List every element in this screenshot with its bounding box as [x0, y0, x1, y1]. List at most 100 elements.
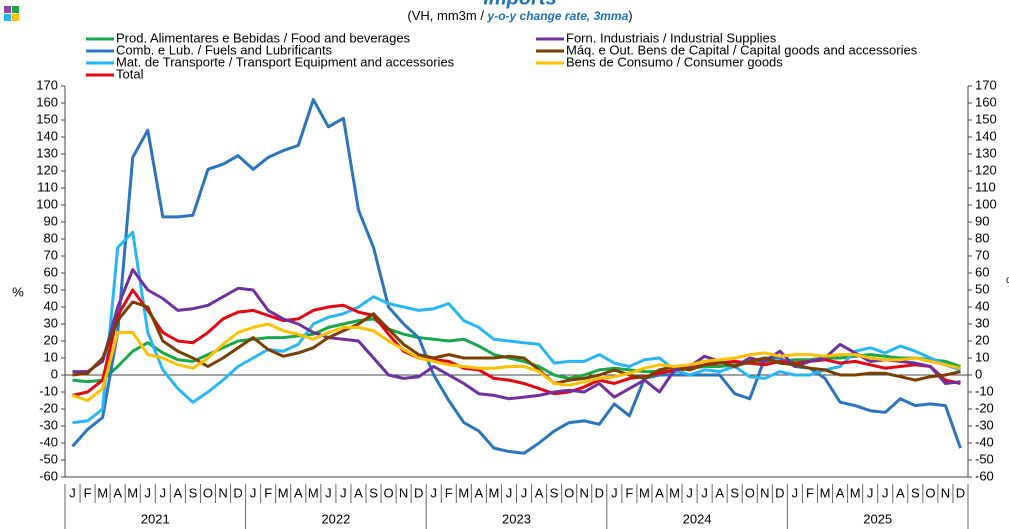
y2-tick-label: 90: [975, 213, 989, 228]
x-tick-label: J: [882, 485, 889, 500]
legend-label: Forn. Industriais / Industrial Supplies: [566, 30, 777, 45]
x-tick-label: A: [354, 485, 363, 500]
x-tick-label: M: [308, 485, 319, 500]
legend-label: Mat. de Transporte / Transport Equipment…: [116, 54, 455, 69]
year-label: 2022: [321, 511, 350, 526]
x-tick-label: J: [250, 485, 257, 500]
y2-tick-label: -10: [975, 383, 994, 398]
x-tick-label: M: [458, 485, 469, 500]
x-tick-label: F: [625, 485, 633, 500]
x-tick-label: F: [264, 485, 272, 500]
legend-label: Total: [116, 66, 144, 81]
y-tick-label: 100: [36, 196, 58, 211]
subtitle-part: (VH, mm3m /: [407, 8, 487, 23]
y2-tick-label: 20: [975, 332, 989, 347]
x-tick-label: D: [775, 485, 784, 500]
x-tick-label: N: [218, 485, 227, 500]
y-tick-label: 10: [44, 349, 58, 364]
y-tick-label: -60: [39, 468, 58, 483]
y-tick-label: 30: [44, 315, 58, 330]
y-tick-label: 40: [44, 298, 58, 313]
y2-tick-label: 120: [975, 162, 997, 177]
x-tick-label: O: [564, 485, 574, 500]
x-tick-label: M: [278, 485, 289, 500]
series-line: [72, 268, 961, 401]
x-tick-label: J: [160, 485, 167, 500]
y-tick-label: 110: [37, 179, 58, 194]
x-tick-label: A: [174, 485, 183, 500]
y-tick-label: 0: [51, 366, 58, 381]
y2-tick-label: 130: [975, 145, 997, 160]
x-tick-label: M: [127, 485, 138, 500]
logo: [4, 6, 19, 21]
x-tick-label: A: [715, 485, 724, 500]
x-tick-label: J: [701, 485, 708, 500]
x-tick-label: J: [521, 485, 528, 500]
y-tick-label: -10: [39, 383, 58, 398]
year-label: 2023: [502, 511, 531, 526]
x-tick-label: M: [97, 485, 108, 500]
x-tick-label: J: [611, 485, 618, 500]
x-tick-label: N: [941, 485, 950, 500]
y2-tick-label: -50: [975, 451, 994, 466]
y-tick-label: 120: [36, 162, 58, 177]
y2-tick-label: 80: [975, 230, 989, 245]
y2-tick-label: -30: [975, 417, 994, 432]
x-tick-label: A: [535, 485, 544, 500]
series-line: [72, 317, 961, 384]
year-label: 2024: [683, 511, 712, 526]
x-tick-label: D: [595, 485, 604, 500]
y2-tick-label: 160: [975, 94, 997, 109]
y-tick-label: 90: [44, 213, 58, 228]
y2-tick-label: 170: [975, 77, 997, 92]
y2-tick-label: 50: [975, 281, 989, 296]
y-tick-label: 70: [44, 247, 58, 262]
series-line: [72, 300, 961, 385]
y-tick-label: -30: [39, 417, 58, 432]
x-tick-label: S: [189, 485, 198, 500]
year-label: 2021: [141, 511, 170, 526]
y-tick-label: 50: [44, 281, 58, 296]
y-tick-label: 140: [36, 128, 58, 143]
y-tick-label: 60: [44, 264, 58, 279]
legend-label: Prod. Alimentares e Bebidas / Food and b…: [116, 30, 411, 45]
x-tick-label: J: [506, 485, 513, 500]
y2-tick-label: 70: [975, 247, 989, 262]
y2-tick-label: 110: [975, 179, 996, 194]
x-tick-label: S: [550, 485, 559, 500]
x-tick-label: J: [867, 485, 874, 500]
x-tick-label: N: [399, 485, 408, 500]
y-tick-label: 160: [36, 94, 58, 109]
y-tick-label: 150: [36, 111, 58, 126]
chart-title: Imports: [483, 0, 556, 9]
chart-subtitle: (VH, mm3m / y-o-y change rate, 3mma): [407, 8, 632, 23]
y2-tick-label: 100: [975, 196, 997, 211]
x-tick-label: A: [655, 485, 664, 500]
series-line: [71, 98, 962, 455]
y2-tick-label: 40: [975, 298, 989, 313]
y2-tick-label: 150: [975, 111, 997, 126]
x-tick-label: M: [820, 485, 831, 500]
y-tick-label: 80: [44, 230, 58, 245]
x-tick-label: J: [325, 485, 332, 500]
x-tick-label: J: [69, 485, 76, 500]
x-tick-label: A: [475, 485, 484, 500]
x-tick-label: S: [369, 485, 378, 500]
y-tick-label: 20: [44, 332, 58, 347]
series-line: [72, 322, 961, 402]
x-tick-label: M: [639, 485, 650, 500]
x-tick-label: A: [896, 485, 905, 500]
y2-tick-label: 30: [975, 315, 989, 330]
y2-tick-label: -60: [975, 468, 994, 483]
x-tick-label: M: [489, 485, 500, 500]
x-tick-label: S: [730, 485, 739, 500]
subtitle-part: ): [628, 8, 632, 23]
x-tick-label: N: [760, 485, 769, 500]
x-tick-label: M: [669, 485, 680, 500]
x-tick-label: D: [414, 485, 423, 500]
x-tick-label: A: [836, 485, 845, 500]
y2-tick-label: 10: [975, 349, 989, 364]
x-tick-label: F: [84, 485, 92, 500]
x-tick-label: O: [745, 485, 755, 500]
